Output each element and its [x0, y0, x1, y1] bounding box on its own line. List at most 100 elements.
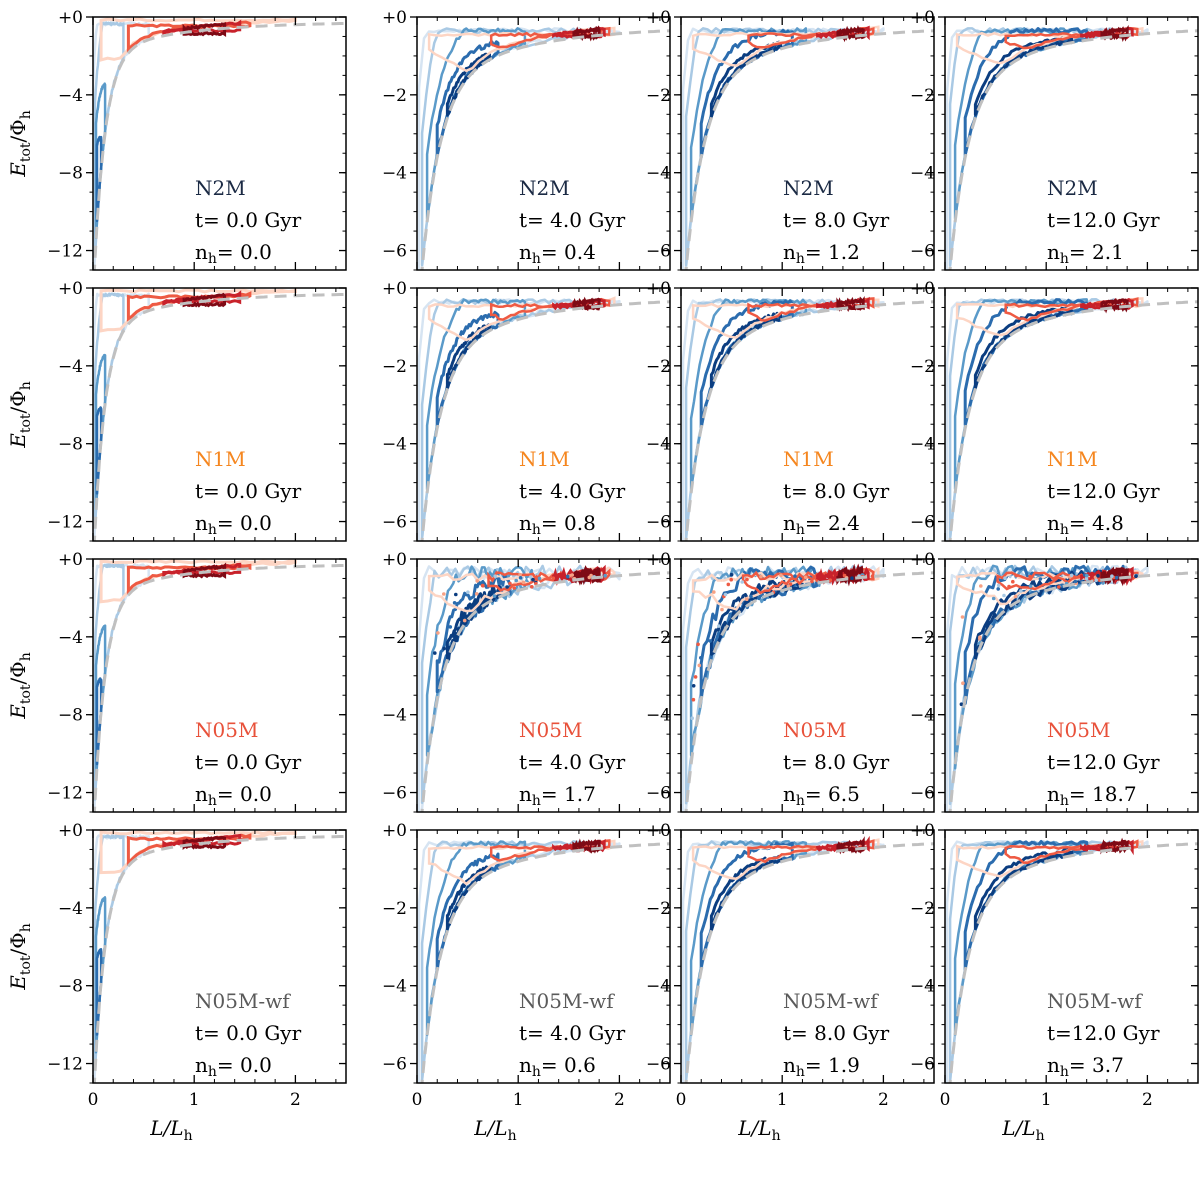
scatter-point — [1002, 593, 1006, 598]
scatter-point — [699, 656, 703, 660]
nh-label: nh= 0.6 — [519, 1053, 596, 1080]
panel-r3-c3: 0 1 2 +0 −2 −4 −6 N05M-wf t=12.0 Gyr nh= 3.7 L/Lh — [910, 821, 1199, 1144]
theory-curve — [684, 571, 934, 812]
y-tick-label: −4 — [646, 164, 671, 184]
scatter-point — [1134, 574, 1138, 578]
nh-label: nh= 1.9 — [783, 1053, 860, 1080]
y-axis-label: Etot/Φh — [6, 110, 34, 177]
scatter-point — [466, 590, 470, 594]
theory-curve — [93, 834, 346, 1083]
y-tick-label: −6 — [646, 242, 671, 262]
x-axis-label: L/Lh — [737, 1116, 780, 1144]
panel-r1-c1: +0 −2 −4 −6 N1M t= 4.0 Gyr nh= 0.8 — [382, 279, 671, 542]
y-tick-label: −2 — [910, 628, 935, 648]
nh-label: nh= 3.7 — [1047, 1053, 1124, 1080]
x-tick-label: 2 — [614, 1090, 625, 1110]
scatter-point — [978, 637, 982, 641]
blue-contour-4 — [95, 135, 103, 223]
y-tick-label: −4 — [646, 435, 671, 455]
scatter-point — [690, 716, 694, 720]
scatter-point — [1114, 575, 1119, 580]
red-contour-1 — [955, 297, 1144, 337]
blue-contour-5 — [445, 585, 502, 662]
scatter-point — [793, 574, 797, 578]
nh-label: nh= 6.5 — [783, 782, 860, 809]
y-axis-label-text: Etot/Φh — [6, 110, 34, 177]
y-tick-label: −8 — [58, 164, 83, 184]
time-label: t= 8.0 Gyr — [783, 1021, 890, 1045]
y-tick-label: −4 — [382, 435, 407, 455]
scatter-point — [708, 639, 712, 643]
scatter-point — [740, 580, 744, 584]
theory-curve — [684, 842, 934, 1083]
scatter-point — [1085, 573, 1089, 578]
scatter-point — [442, 646, 447, 651]
red-contour-3 — [552, 564, 606, 587]
x-tick-label: 2 — [878, 1090, 889, 1110]
scatter-point — [1013, 594, 1018, 599]
panel-plot-area — [945, 837, 1198, 1083]
theory-curve — [948, 29, 1198, 270]
y-tick-label: −2 — [382, 628, 407, 648]
y-tick-label: −2 — [382, 357, 407, 377]
scatter-point — [1011, 579, 1015, 584]
panel-frame — [92, 287, 347, 542]
scatter-point — [1019, 589, 1023, 593]
time-label: t= 0.0 Gyr — [195, 479, 302, 503]
scatter-point — [530, 585, 534, 589]
red-contour-2 — [1004, 297, 1139, 322]
scatter-point — [691, 684, 696, 688]
scatter-point — [436, 631, 440, 635]
scatter-point — [870, 574, 875, 578]
scatter-point — [565, 574, 570, 579]
scatter-point — [759, 574, 763, 579]
nh-label: nh= 2.4 — [783, 511, 860, 538]
time-label: t= 4.0 Gyr — [519, 479, 626, 503]
scatter-point — [497, 577, 501, 581]
blue-contour-5 — [709, 854, 782, 932]
red-contour-2 — [1004, 839, 1139, 865]
panel-plot-area — [417, 25, 670, 270]
scatter-point — [442, 592, 446, 596]
nh-label: nh= 0.0 — [195, 1053, 272, 1080]
y-axis-label-text: Etot/Φh — [6, 381, 34, 448]
y-tick-label: +0 — [58, 550, 83, 570]
model-label: N2M — [783, 176, 834, 200]
y-tick-label: −6 — [646, 1055, 671, 1075]
theory-curve — [93, 21, 346, 270]
scatter-point — [696, 642, 700, 647]
panel-plot-area — [945, 297, 1198, 541]
scatter-point — [1069, 573, 1074, 578]
model-label: N1M — [783, 447, 834, 471]
theory-curve — [93, 563, 346, 812]
y-tick-label: −4 — [382, 164, 407, 184]
x-tick-label: 1 — [1041, 1090, 1052, 1110]
panel-plot-area — [681, 296, 934, 541]
y-tick-label: −6 — [646, 513, 671, 533]
theory-curve — [948, 571, 1198, 812]
scatter-point — [518, 572, 522, 577]
scatter-point — [1094, 578, 1098, 582]
panel-frame — [944, 287, 1199, 542]
y-tick-label: +0 — [910, 279, 935, 299]
nh-label: nh= 0.8 — [519, 511, 596, 538]
y-tick-label: −12 — [47, 513, 83, 533]
panel-r0-c1: +0 −2 −4 −6 N2M t= 4.0 Gyr nh= 0.4 — [382, 8, 671, 271]
panel-r2-c2: +0 −2 −4 −6 N05M t= 8.0 Gyr nh= 6.5 — [646, 550, 935, 813]
model-label: N1M — [195, 447, 246, 471]
panel-frame — [92, 16, 347, 271]
y-tick-label: −8 — [58, 435, 83, 455]
scatter-point — [1003, 576, 1007, 580]
nh-label: nh= 4.8 — [1047, 511, 1124, 538]
panel-r0-c0: +0 −4 −8 −12 N2M t= 0.0 Gyr nh= 0.0 Etot/Φh — [6, 8, 347, 271]
scatter-point — [717, 624, 721, 628]
red-contour-2 — [1004, 27, 1139, 50]
y-tick-label: −4 — [58, 86, 83, 106]
red-contour-4 — [182, 562, 227, 579]
panel-r2-c1: +0 −2 −4 −6 N05M t= 4.0 Gyr nh= 1.7 — [382, 550, 671, 813]
panel-r0-c2: +0 −2 −4 −6 N2M t= 8.0 Gyr nh= 1.2 — [646, 8, 935, 271]
y-tick-label: −2 — [646, 86, 671, 106]
blue-contour-5 — [445, 323, 491, 391]
red-contour-3 — [552, 838, 606, 853]
scatter-point — [991, 596, 996, 601]
